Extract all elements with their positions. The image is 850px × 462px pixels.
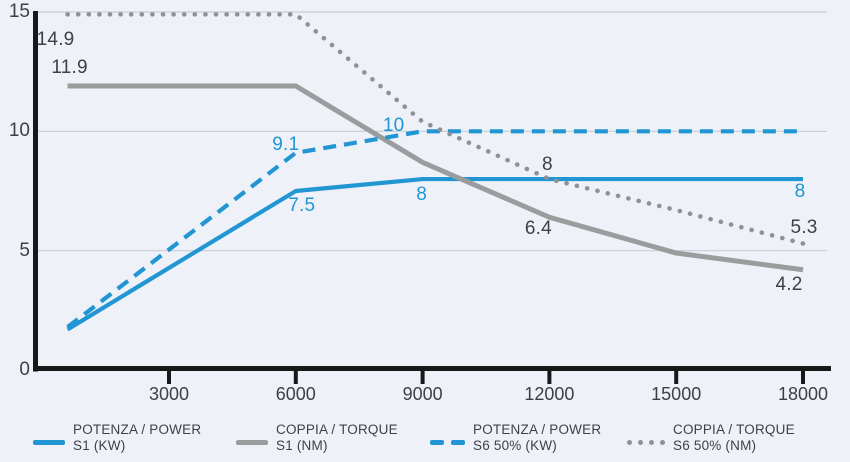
legend-label: S1 (NM) xyxy=(276,437,328,453)
legend-item-power-s6: POTENZA / POWER S6 50% (KW) xyxy=(430,422,601,453)
x-tick-mark xyxy=(547,371,552,384)
y-tick-label: 0 xyxy=(19,359,30,380)
solid-gray-line-swatch xyxy=(236,432,268,453)
data-label: 10 xyxy=(382,115,405,137)
x-tick-label: 3000 xyxy=(148,384,190,404)
data-label: 6.4 xyxy=(524,218,552,240)
x-tick-label: 18000 xyxy=(777,384,829,404)
y-axis xyxy=(33,11,38,372)
x-tick-label: 15000 xyxy=(651,384,702,404)
x-tick-label: 12000 xyxy=(524,384,575,404)
series-line-power-s1 xyxy=(66,176,803,332)
legend-label: COPPIA / TORQUE xyxy=(673,422,795,437)
data-label: 9.1 xyxy=(272,133,300,155)
legend-label: S6 50% (KW) xyxy=(473,437,557,453)
legend-label: POTENZA / POWER xyxy=(473,422,602,437)
data-label: 14.9 xyxy=(36,29,75,51)
legend-item-torque-s1: COPPIA / TORQUE S1 (NM) xyxy=(236,422,398,453)
legend-item-power-s1: POTENZA / POWER S1 (KW) xyxy=(33,422,201,453)
legend: POTENZA / POWER S1 (KW) COPPIA / TORQUE … xyxy=(0,422,850,462)
x-tick-mark xyxy=(420,371,425,384)
x-tick-mark xyxy=(293,371,298,384)
series-line-torque-s6 xyxy=(65,12,806,246)
y-tick-label: 10 xyxy=(8,120,30,142)
data-label: 4.2 xyxy=(775,273,803,295)
data-label: 7.5 xyxy=(288,195,316,216)
x-tick-label: 9000 xyxy=(402,384,443,404)
x-tick-mark xyxy=(167,371,171,384)
legend-label: POTENZA / POWER xyxy=(73,422,202,437)
legend-item-torque-s6: COPPIA / TORQUE S6 50% (NM) xyxy=(627,422,795,453)
y-tick-label: 5 xyxy=(19,239,30,261)
legend-label: S6 50% (NM) xyxy=(673,437,757,453)
data-label: 11.9 xyxy=(51,56,88,78)
series-line-power-s6 xyxy=(66,129,803,329)
legend-label: S1 (KW) xyxy=(73,437,126,453)
x-axis xyxy=(33,366,831,371)
x-tick-label: 6000 xyxy=(275,384,316,404)
y-tick-label: 15 xyxy=(8,1,30,22)
dotted-gray-line-swatch xyxy=(627,432,665,453)
data-label: 8 xyxy=(542,154,553,176)
dashed-blue-line-swatch xyxy=(430,432,465,453)
data-label: 8 xyxy=(794,181,806,203)
x-tick-mark xyxy=(801,371,805,384)
series-line-torque-s1 xyxy=(67,83,804,273)
legend-label: COPPIA / TORQUE xyxy=(276,422,398,437)
data-label: 8 xyxy=(416,184,427,206)
x-tick-mark xyxy=(674,371,679,384)
data-label: 5.3 xyxy=(790,216,818,238)
solid-blue-line-swatch xyxy=(33,432,65,453)
